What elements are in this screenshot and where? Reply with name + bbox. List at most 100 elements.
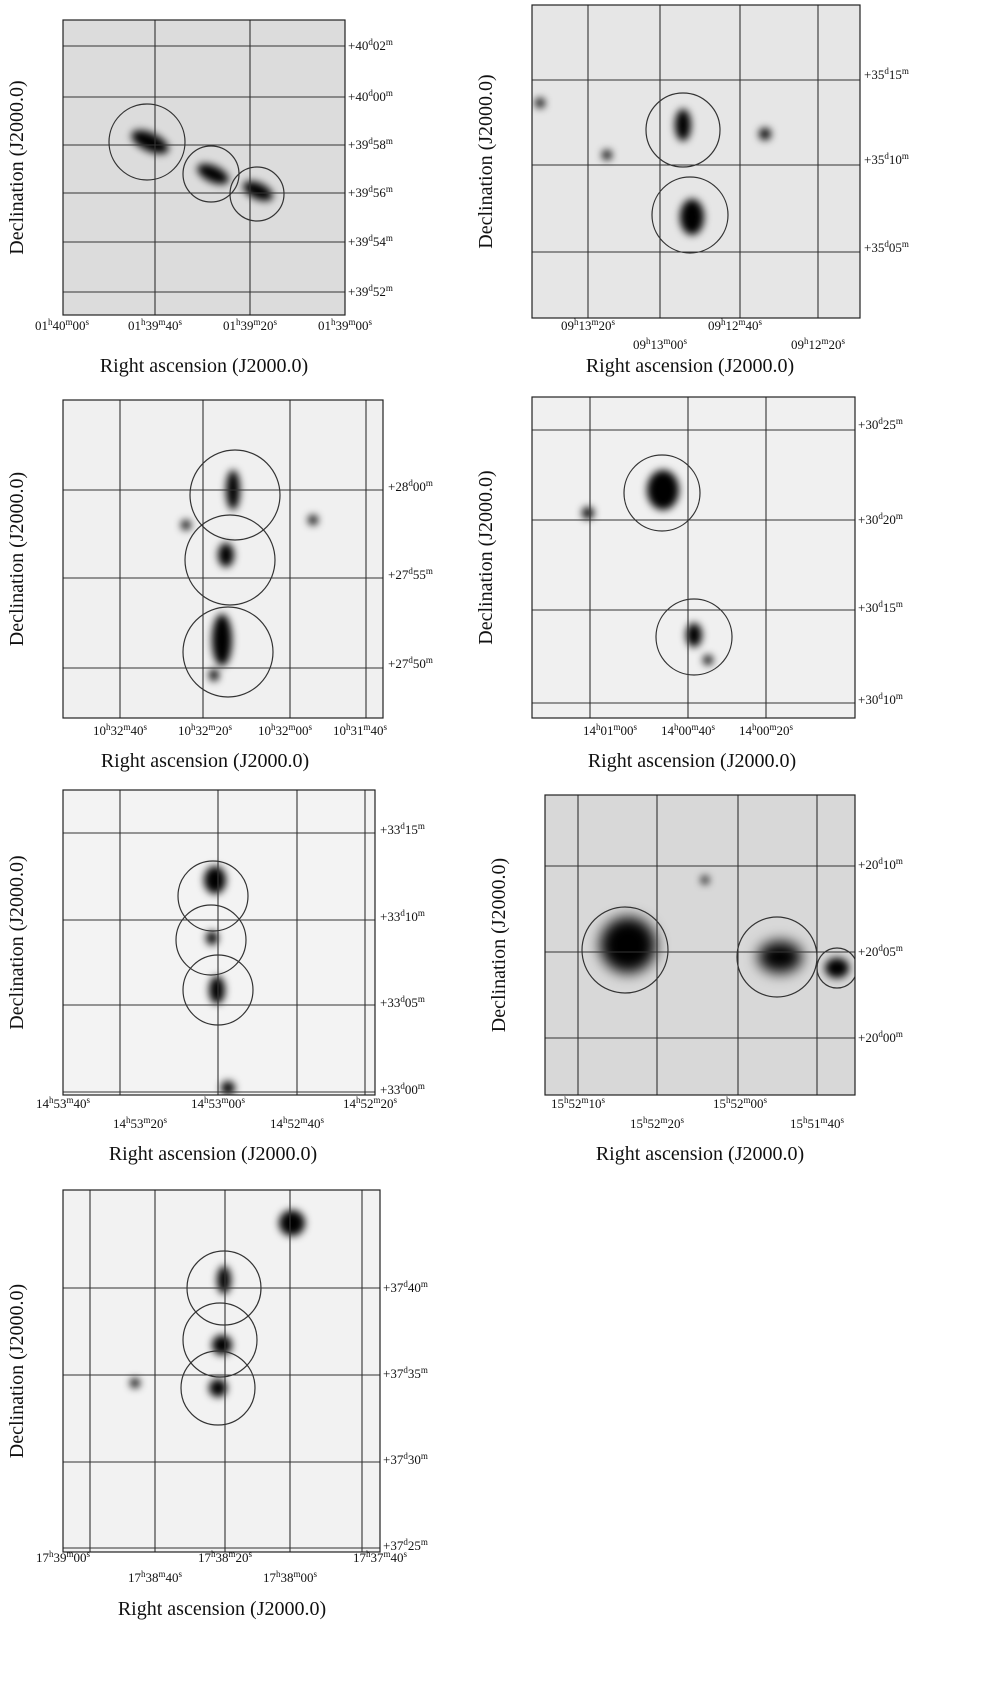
value: +39 — [348, 284, 368, 299]
coordinate-label: 01h39m00s — [318, 317, 373, 333]
value: 10 — [333, 723, 346, 738]
value: 14 — [583, 723, 597, 738]
value: 38 — [280, 1570, 293, 1585]
coordinate-label: 14h52m20s — [343, 1095, 398, 1111]
unit: s — [369, 317, 373, 327]
unit: s — [684, 336, 688, 346]
unit: d — [878, 856, 883, 866]
value: 40 — [699, 723, 712, 738]
value: 20 — [261, 318, 274, 333]
unit: m — [386, 283, 393, 293]
value: 38 — [145, 1570, 158, 1585]
unit: s — [842, 336, 846, 346]
value: 10 — [93, 723, 106, 738]
unit: m — [293, 1569, 300, 1579]
unit: h — [126, 1115, 131, 1125]
unit: s — [602, 1095, 606, 1105]
value: +39 — [348, 185, 368, 200]
image — [545, 795, 855, 1095]
coordinate-label: +39d54m — [348, 233, 393, 249]
value: 40 — [828, 1116, 841, 1131]
value: 05 — [889, 240, 902, 255]
source-blob — [181, 520, 191, 530]
coordinate-label: +27d55m — [388, 566, 433, 582]
unit: h — [283, 1115, 288, 1125]
value: +20 — [858, 944, 878, 959]
coordinate-label: +30d25m — [858, 416, 903, 432]
value: 40 — [371, 723, 384, 738]
value: +33 — [380, 995, 400, 1010]
value: 10 — [883, 857, 896, 872]
value: 10 — [883, 692, 896, 707]
coordinate-label: +27d50m — [388, 655, 433, 671]
unit: h — [564, 1095, 569, 1105]
value: 00 — [678, 723, 691, 738]
beam-circle — [177, 860, 249, 932]
unit: h — [804, 336, 809, 346]
coordinate-label: 09h13m00s — [633, 336, 688, 352]
unit: m — [581, 1095, 588, 1105]
unit: d — [884, 66, 889, 76]
value: 56 — [373, 185, 387, 200]
source-blob — [197, 163, 229, 185]
value: 01 — [600, 723, 613, 738]
value: 39 — [53, 1550, 66, 1565]
coordinate-label: +35d10m — [864, 151, 909, 167]
value: +35 — [864, 240, 884, 255]
value: 05 — [405, 995, 418, 1010]
source-blob — [209, 976, 225, 1004]
unit: m — [902, 151, 909, 161]
coordinate-label: +37d35m — [383, 1365, 428, 1381]
unit: d — [884, 239, 889, 249]
unit: m — [663, 336, 670, 346]
coordinate-label: +33d10m — [380, 908, 425, 924]
unit: m — [769, 722, 776, 732]
value: 00 — [229, 1096, 242, 1111]
value: 17 — [263, 1570, 277, 1585]
coordinate-label: +33d00m — [380, 1081, 425, 1097]
unit: s — [86, 317, 90, 327]
coordinate-label: +40d00m — [348, 88, 393, 104]
value: 30 — [408, 1452, 421, 1467]
source-blob — [602, 150, 612, 160]
source-blob — [825, 958, 849, 978]
value: 53 — [53, 1096, 66, 1111]
unit: h — [271, 722, 276, 732]
unit: m — [660, 1115, 667, 1125]
unit: s — [759, 317, 763, 327]
unit: s — [790, 722, 794, 732]
value: 58 — [373, 137, 386, 152]
value: 39 — [145, 318, 158, 333]
y-axis-title: Declination (J2000.0) — [488, 858, 510, 1032]
unit: d — [408, 478, 413, 488]
unit: d — [408, 655, 413, 665]
coordinate-label: 10h32m40s — [93, 722, 148, 738]
unit: m — [418, 1081, 425, 1091]
unit: m — [386, 184, 393, 194]
beam-circle — [736, 916, 818, 998]
unit: s — [249, 1549, 253, 1559]
unit: s — [681, 1115, 685, 1125]
coordinate-label: 17h38m20s — [198, 1549, 253, 1565]
unit: s — [87, 1549, 91, 1559]
value: +33 — [380, 1082, 400, 1097]
coordinate-label: 17h39m00s — [36, 1549, 91, 1565]
coordinate-label: +37d30m — [383, 1451, 428, 1467]
value: 40 — [74, 1096, 87, 1111]
coordinate-label: 14h00m40s — [661, 722, 716, 738]
source-blob — [582, 507, 594, 519]
value: 39 — [335, 318, 348, 333]
unit: h — [331, 317, 336, 327]
x-axis-title: Right ascension (J2000.0) — [109, 1143, 317, 1165]
unit: d — [368, 233, 373, 243]
value: 53 — [208, 1096, 221, 1111]
unit: m — [158, 1569, 165, 1579]
beam-circle — [655, 598, 733, 676]
source-blob — [206, 931, 218, 945]
source-blob — [701, 876, 709, 884]
coordinate-label: +30d20m — [858, 511, 903, 527]
beam-circle — [816, 947, 855, 989]
unit: m — [300, 1115, 307, 1125]
unit: m — [896, 1029, 903, 1039]
